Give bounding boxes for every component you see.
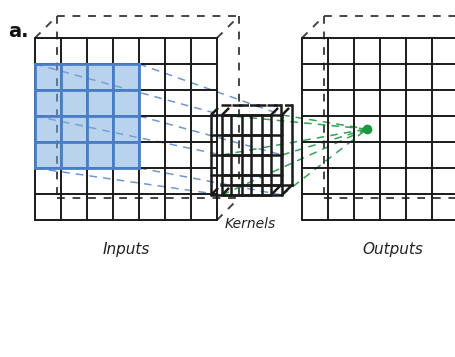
Text: Kernels: Kernels	[224, 217, 275, 231]
Text: a.: a.	[8, 22, 29, 41]
Text: Inputs: Inputs	[102, 242, 149, 257]
Bar	[35, 64, 139, 168]
Text: Outputs: Outputs	[362, 242, 423, 257]
Bar	[35, 64, 139, 168]
